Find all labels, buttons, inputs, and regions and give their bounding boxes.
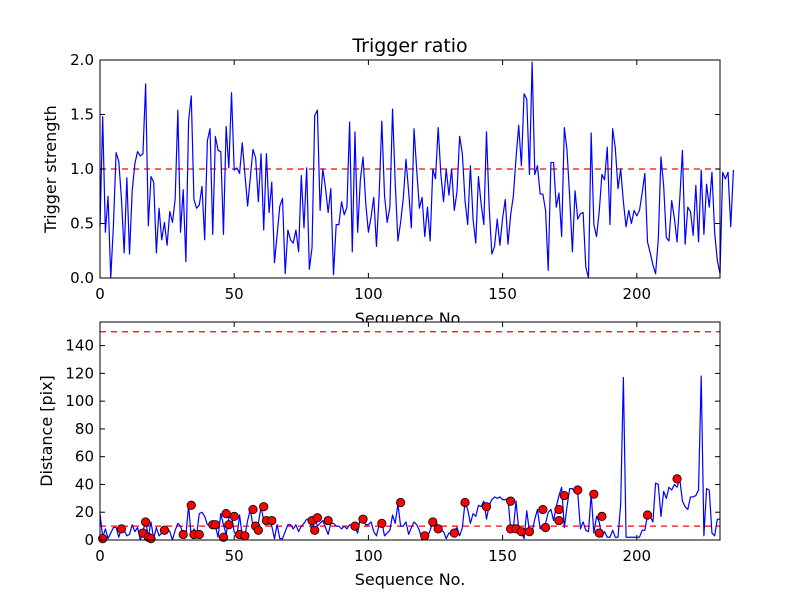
data-point [98, 534, 108, 544]
data-point [229, 511, 239, 521]
x-tick-label: 150 [488, 285, 517, 303]
x-tick-label: 150 [488, 547, 517, 565]
y-tick-label: 80 [75, 420, 94, 438]
data-point [312, 513, 323, 523]
data-point [672, 474, 682, 484]
y-tick-label: 60 [75, 448, 94, 466]
y-tick-label: 2.0 [70, 51, 94, 69]
data-point [420, 531, 430, 541]
bottom-y-ticks: 0 20 40 60 80 100 120 140 [65, 337, 720, 549]
top-chart-title: Trigger ratio [351, 35, 467, 57]
x-tick-label: 200 [622, 285, 651, 303]
data-point [597, 511, 607, 521]
y-tick-label: 0.0 [70, 269, 94, 287]
data-point [396, 497, 406, 508]
x-tick-label: 200 [622, 547, 651, 565]
data-point [433, 524, 443, 534]
data-point [594, 528, 604, 538]
data-point [116, 524, 127, 534]
y-tick-label: 0 [84, 531, 94, 549]
data-point [554, 515, 564, 526]
data-point [540, 522, 551, 533]
data-point [350, 521, 360, 531]
x-tick-label: 50 [225, 285, 244, 303]
data-point [194, 529, 204, 540]
data-point [210, 520, 221, 530]
data-point [248, 504, 258, 515]
top-y-ticks: 0.0 0.5 1.0 1.5 2.0 [70, 51, 720, 287]
series-line [99, 375, 720, 541]
distance-chart: 0 50 100 150 200 0 20 40 60 80 100 120 140 Sequence… [37, 321, 721, 589]
data-point [178, 529, 188, 540]
data-point [240, 531, 250, 541]
x-tick-label: 100 [354, 547, 383, 565]
data-point [253, 525, 263, 535]
y-tick-label: 0.5 [70, 215, 94, 233]
y-tick-label: 40 [75, 475, 94, 493]
bottom-axes-frame [99, 321, 721, 541]
data-point [310, 525, 320, 535]
data-point [218, 532, 229, 542]
data-point [259, 502, 269, 512]
data-point [377, 518, 387, 528]
y-tick-label: 1.5 [70, 106, 94, 124]
bottom-plot-area [98, 331, 720, 544]
data-point [267, 515, 277, 526]
top-x-ticks: 0 50 100 150 200 [95, 60, 651, 303]
x-tick-label: 0 [95, 547, 105, 565]
top-y-axis-label: Trigger strength [41, 105, 60, 234]
data-point [538, 504, 548, 515]
x-tick-label: 0 [95, 285, 105, 303]
data-point [449, 528, 459, 538]
y-tick-label: 100 [65, 392, 94, 410]
y-tick-label: 140 [65, 337, 94, 355]
x-tick-label: 50 [225, 547, 244, 565]
data-point [481, 502, 492, 512]
trigger-ratio-chart: 0 50 100 150 200 0.0 0.5 1.0 1.5 2.0 Trigger rat… [41, 35, 735, 328]
data-point [221, 509, 231, 519]
data-point [186, 500, 196, 510]
data-point [224, 520, 234, 530]
bottom-y-axis-label: Distance [pix] [37, 375, 56, 487]
data-point [323, 515, 333, 526]
y-tick-label: 120 [65, 364, 94, 382]
data-point [559, 490, 569, 501]
x-tick-label: 100 [354, 285, 383, 303]
data-point [428, 517, 438, 527]
data-point [573, 485, 583, 495]
data-point [159, 525, 170, 535]
bottom-axes-background [100, 322, 720, 540]
data-point [141, 517, 151, 527]
top-plot-area [99, 61, 735, 279]
bottom-x-ticks: 0 50 100 150 200 [95, 322, 651, 565]
data-point [642, 510, 653, 520]
data-point [358, 514, 368, 524]
bottom-x-axis-label: Sequence No. [355, 570, 466, 589]
data-point [524, 527, 535, 537]
data-point [516, 527, 526, 537]
data-point [506, 496, 516, 506]
data-point [460, 497, 470, 508]
y-tick-label: 1.0 [70, 160, 94, 178]
y-tick-label: 20 [75, 503, 94, 521]
series-line [99, 61, 735, 279]
data-point [589, 489, 599, 499]
data-point [146, 534, 156, 544]
data-point [554, 504, 564, 515]
